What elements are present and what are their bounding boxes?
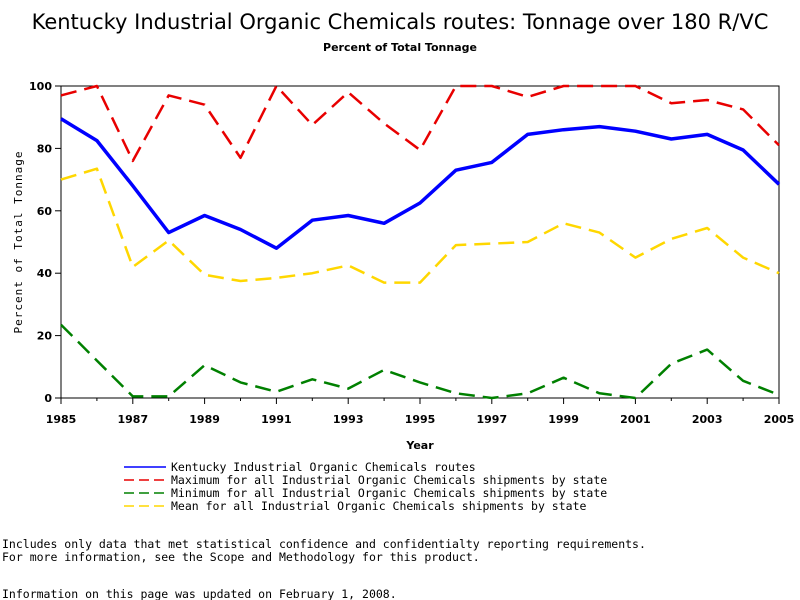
legend-label: Mean for all Industrial Organic Chemical… [171, 499, 586, 513]
x-tick-label: 1989 [189, 413, 220, 426]
footnote-confidence: Includes only data that met statistical … [2, 537, 646, 551]
x-tick-label: 1985 [46, 413, 77, 426]
series-lines [60, 84, 781, 400]
x-axis-label: Year [405, 439, 434, 452]
legend: Kentucky Industrial Organic Chemicals ro… [124, 460, 607, 513]
y-tick-label: 80 [37, 142, 53, 155]
y-tick-label: 0 [44, 392, 52, 405]
chart-subtitle: Percent of Total Tonnage [323, 41, 477, 54]
y-axis: 0 20 40 60 80 100 [29, 80, 61, 405]
x-tick-label: 1999 [548, 413, 579, 426]
y-axis-label: Percent of Total Tonnage [12, 151, 25, 334]
x-axis: 1985 1987 1989 1991 1993 1995 1997 1999 2001 2003… [46, 398, 795, 426]
footnote-methodology: For more information, see the Scope and … [2, 550, 480, 564]
x-tick-label: 2003 [692, 413, 723, 426]
legend-label: Minimum for all Industrial Organic Chemi… [171, 486, 607, 500]
y-tick-label: 100 [29, 80, 52, 93]
x-tick-label: 1987 [117, 413, 148, 426]
y-tick-label: 60 [37, 205, 53, 218]
chart-title: Kentucky Industrial Organic Chemicals ro… [32, 10, 769, 34]
series-line-0 [60, 117, 781, 250]
plot-frame [60, 85, 780, 399]
series-line-2 [60, 323, 780, 400]
x-tick-label: 1991 [261, 413, 292, 426]
x-tick-label: 2001 [620, 413, 651, 426]
legend-label: Kentucky Industrial Organic Chemicals ro… [171, 460, 476, 474]
footnote-updated: Information on this page was updated on … [2, 587, 397, 600]
x-tick-label: 1995 [405, 413, 436, 426]
y-tick-label: 40 [37, 267, 53, 280]
x-tick-label: 1997 [476, 413, 507, 426]
x-tick-label: 1993 [333, 413, 364, 426]
series-line-3 [60, 167, 780, 284]
series-line-1 [60, 84, 780, 163]
y-tick-label: 20 [37, 330, 53, 343]
x-tick-label: 2005 [764, 413, 795, 426]
legend-label: Maximum for all Industrial Organic Chemi… [171, 473, 607, 487]
